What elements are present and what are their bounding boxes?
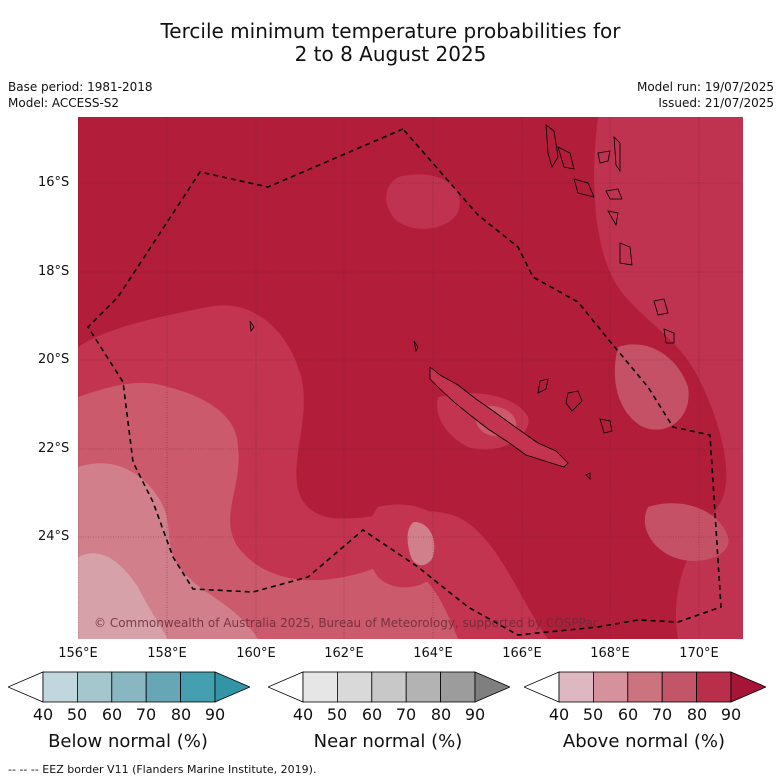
near-normal-label: Near normal (%) xyxy=(313,731,463,752)
cbar-tick: 70 xyxy=(651,705,673,724)
title-line-2: 2 to 8 August 2025 xyxy=(294,42,487,66)
colorbar-segment xyxy=(405,671,441,703)
cbar-tick: 50 xyxy=(582,705,604,724)
model-name: Model: ACCESS-S2 xyxy=(8,96,120,110)
colorbar-under-arrow xyxy=(524,671,560,703)
colorbar-segment xyxy=(337,671,373,703)
meta-left: Base period: 1981-2018 Model: ACCESS-S2 xyxy=(8,79,153,111)
eez-footnote: -- -- -- EEZ border V11 (Flanders Marine… xyxy=(8,763,317,776)
cbar-tick: 40 xyxy=(32,705,54,724)
lat-label-24s: 24°S xyxy=(38,529,70,544)
colorbar-segment xyxy=(627,671,663,703)
colorbar-over-arrow xyxy=(214,671,250,703)
colorbar-under-arrow xyxy=(8,671,44,703)
colorbar-segment xyxy=(111,671,147,703)
lon-label-156e: 156°E xyxy=(58,646,98,661)
colorbar-segment xyxy=(661,671,697,703)
colorbar-segment xyxy=(180,671,216,703)
lon-label-168e: 168°E xyxy=(590,646,630,661)
lat-label-20s: 20°S xyxy=(38,352,70,367)
cbar-tick: 70 xyxy=(135,705,157,724)
colorbar-segment xyxy=(302,671,338,703)
cbar-tick: 90 xyxy=(464,705,486,724)
cbar-tick: 50 xyxy=(326,705,348,724)
colorbar-segment xyxy=(440,671,476,703)
colorbar-segment xyxy=(42,671,78,703)
above-normal-label: Above normal (%) xyxy=(562,731,726,752)
cbar-tick: 90 xyxy=(204,705,226,724)
issued-date: Issued: 21/07/2025 xyxy=(658,96,774,110)
lat-label-16s: 16°S xyxy=(38,175,70,190)
lon-label-164e: 164°E xyxy=(413,646,453,661)
colorbar-under-arrow xyxy=(268,671,304,703)
cbar-tick: 80 xyxy=(170,705,192,724)
cbar-tick: 60 xyxy=(361,705,383,724)
cbar-tick: 40 xyxy=(548,705,570,724)
lon-label-166e: 166°E xyxy=(502,646,542,661)
cbar-tick: 90 xyxy=(720,705,742,724)
meta-right: Model run: 19/07/2025 Issued: 21/07/2025 xyxy=(637,79,774,111)
colorbar-segment xyxy=(371,671,407,703)
lon-label-158e: 158°E xyxy=(147,646,187,661)
new-caledonia-coast xyxy=(429,366,569,468)
eez-border xyxy=(86,128,722,636)
colorbar-segment xyxy=(145,671,181,703)
below-normal-colorbar xyxy=(8,671,250,703)
cbar-tick: 60 xyxy=(101,705,123,724)
base-period: Base period: 1981-2018 xyxy=(8,80,153,94)
model-run: Model run: 19/07/2025 xyxy=(636,80,774,94)
colorbar-segment xyxy=(696,671,732,703)
copyright-text: © Commonwealth of Australia 2025, Bureau… xyxy=(94,616,599,630)
title-line-1: Tercile minimum temperature probabilitie… xyxy=(160,19,621,43)
near-normal-colorbar xyxy=(268,671,510,703)
colorbar-segment xyxy=(558,671,594,703)
map-title: Tercile minimum temperature probabilitie… xyxy=(0,20,781,66)
cbar-tick: 80 xyxy=(430,705,452,724)
cbar-tick: 80 xyxy=(686,705,708,724)
above-normal-colorbar xyxy=(524,671,766,703)
lon-label-160e: 160°E xyxy=(236,646,276,661)
probability-map: © Commonwealth of Australia 2025, Bureau… xyxy=(78,117,743,639)
lon-label-162e: 162°E xyxy=(324,646,364,661)
colorbar-segment xyxy=(593,671,629,703)
lat-label-22s: 22°S xyxy=(38,441,70,456)
below-normal-label: Below normal (%) xyxy=(48,731,208,752)
cbar-tick: 70 xyxy=(395,705,417,724)
lat-label-18s: 18°S xyxy=(38,264,70,279)
lon-label-170e: 170°E xyxy=(679,646,719,661)
colorbar-over-arrow xyxy=(474,671,510,703)
cbar-tick: 40 xyxy=(292,705,314,724)
cbar-tick: 60 xyxy=(617,705,639,724)
colorbar-segment xyxy=(77,671,113,703)
colorbar-over-arrow xyxy=(730,671,766,703)
cbar-tick: 50 xyxy=(66,705,88,724)
